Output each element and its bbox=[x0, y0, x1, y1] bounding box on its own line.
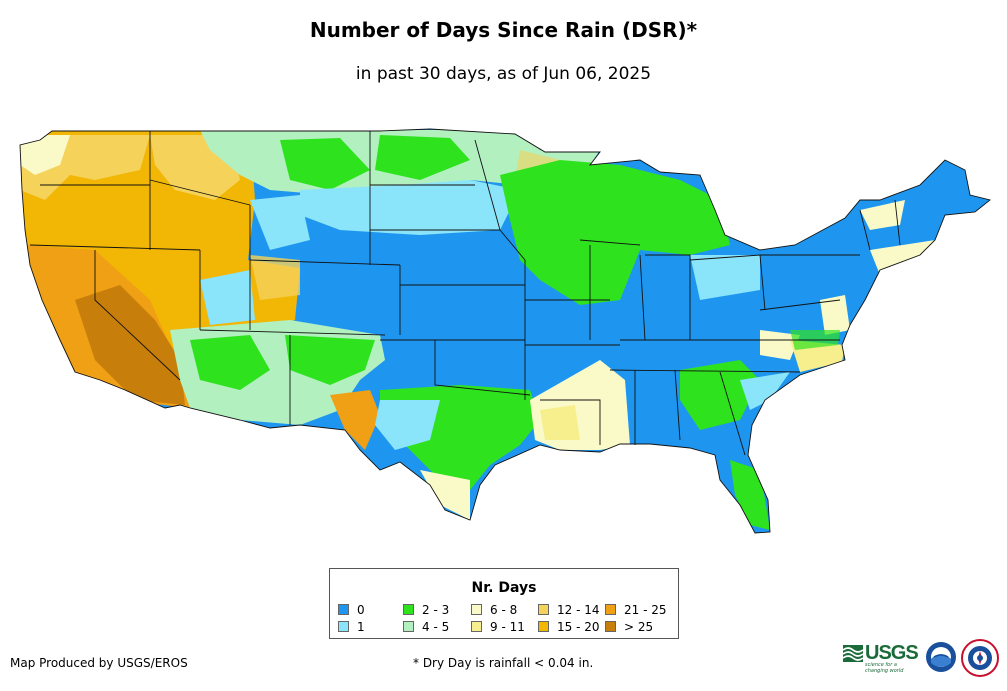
legend-label: 2 - 3 bbox=[422, 603, 450, 617]
legend-label: 0 bbox=[357, 603, 365, 617]
usgs-tagline: science for a changing world bbox=[865, 662, 904, 674]
dsr-color-field bbox=[20, 129, 990, 533]
legend-swatch bbox=[471, 604, 482, 615]
legend-label: 4 - 5 bbox=[422, 620, 450, 634]
legend-swatch bbox=[605, 604, 616, 615]
legend-label: 15 - 20 bbox=[557, 620, 600, 634]
legend-swatch bbox=[403, 604, 414, 615]
legend-swatch bbox=[338, 604, 349, 615]
dry-day-footnote: * Dry Day is rainfall < 0.04 in. bbox=[413, 656, 594, 670]
legend-label: 21 - 25 bbox=[624, 603, 667, 617]
nws-logo-icon bbox=[961, 639, 999, 677]
legend-swatch bbox=[403, 621, 414, 632]
legend-swatch bbox=[538, 604, 549, 615]
usgs-wordmark: USGS bbox=[865, 642, 919, 664]
legend-label: 9 - 11 bbox=[490, 620, 525, 634]
state-boundaries bbox=[19, 128, 991, 534]
legend-item-1: 1 bbox=[338, 621, 365, 635]
legend-item-6: 12 - 14 bbox=[538, 604, 600, 618]
legend-title: Nr. Days bbox=[471, 580, 537, 596]
legend-label: 1 bbox=[357, 620, 365, 634]
usgs-wave-icon bbox=[843, 645, 863, 662]
producer-credit: Map Produced by USGS/EROS bbox=[10, 656, 188, 670]
legend-item-8: 21 - 25 bbox=[605, 604, 667, 618]
legend-label: 6 - 8 bbox=[490, 603, 518, 617]
map-title: Number of Days Since Rain (DSR)* bbox=[309, 18, 698, 42]
legend-item-4: 6 - 8 bbox=[471, 604, 517, 618]
usgs-logo: USGS science for a changing world bbox=[843, 642, 919, 674]
legend-swatch bbox=[338, 621, 349, 632]
legend-item-9: > 25 bbox=[605, 621, 653, 635]
legend-item-3: 4 - 5 bbox=[403, 621, 449, 635]
legend-swatch bbox=[538, 621, 549, 632]
legend-item-2: 2 - 3 bbox=[403, 604, 449, 618]
legend: Nr. Days 0 1 2 - 3 4 - 5 6 - 8 9 - 11 12… bbox=[329, 568, 679, 639]
legend-label: 12 - 14 bbox=[557, 603, 600, 617]
noaa-logo-icon bbox=[926, 642, 956, 672]
legend-label: > 25 bbox=[624, 620, 654, 634]
legend-swatch bbox=[471, 621, 482, 632]
map-subtitle: in past 30 days, as of Jun 06, 2025 bbox=[355, 64, 652, 84]
legend-swatch bbox=[605, 621, 616, 632]
legend-item-5: 9 - 11 bbox=[471, 621, 525, 635]
legend-item-0: 0 bbox=[338, 604, 365, 618]
legend-item-7: 15 - 20 bbox=[538, 621, 600, 635]
